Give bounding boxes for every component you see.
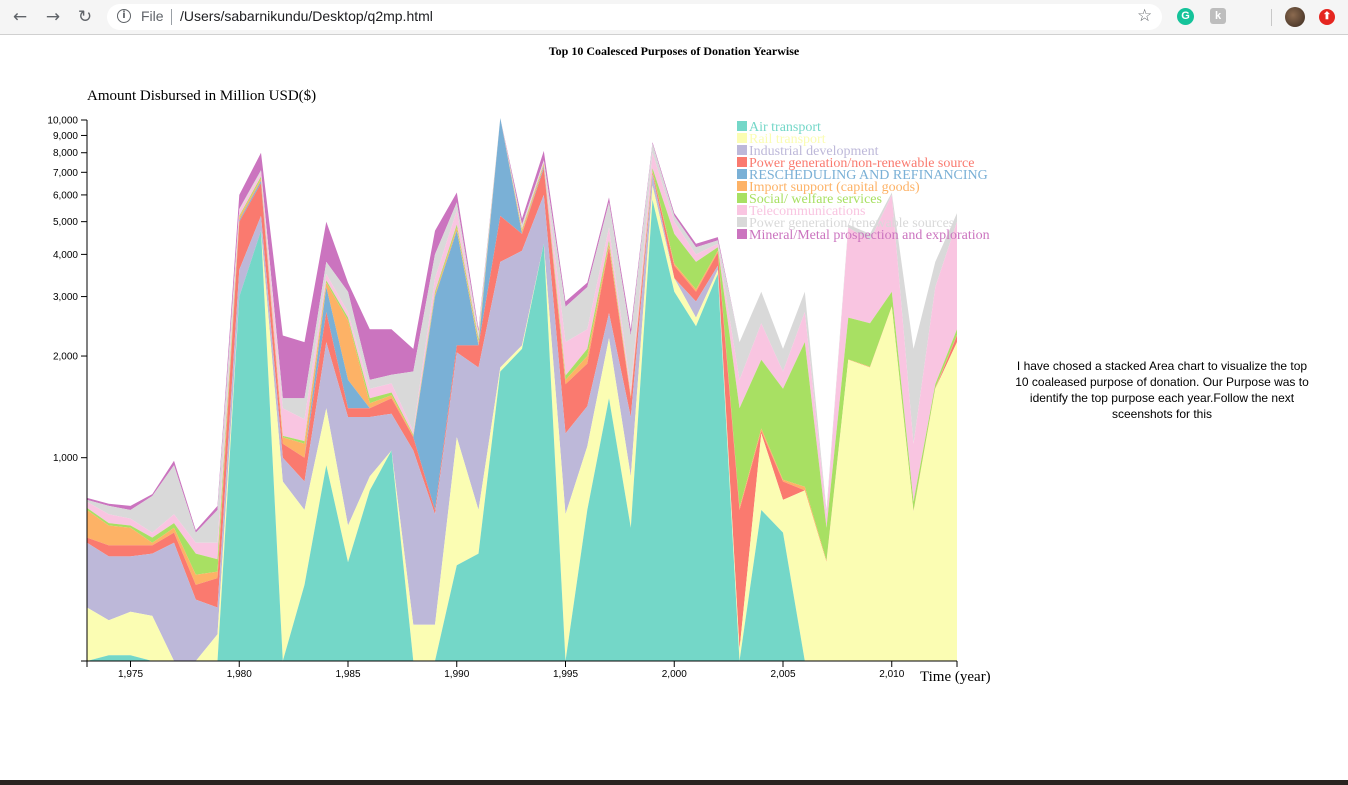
x-tick-label: 1,990 bbox=[444, 669, 469, 680]
x-axis-label: Time (year) bbox=[920, 669, 991, 685]
legend-label: Import support (capital goods) bbox=[749, 180, 920, 195]
address-bar[interactable]: i File /Users/sabarnikundu/Desktop/q2mp.… bbox=[107, 4, 1162, 30]
area-series-3 bbox=[87, 168, 957, 650]
y-tick-label: 4,000 bbox=[53, 250, 78, 261]
x-tick-label: 1,980 bbox=[227, 669, 252, 680]
y-tick-label: 9,000 bbox=[53, 131, 78, 142]
k-extension-icon[interactable]: k bbox=[1210, 8, 1226, 24]
y-tick-label: 1,000 bbox=[53, 453, 78, 464]
reload-icon[interactable]: ↻ bbox=[77, 7, 93, 27]
legend-label: Power generation/renewable sources bbox=[749, 216, 954, 231]
window-bottom-edge bbox=[0, 780, 1348, 785]
url-scheme-label: File bbox=[141, 8, 164, 24]
x-tick-label: 1,995 bbox=[553, 669, 578, 680]
profile-avatar[interactable] bbox=[1285, 7, 1305, 27]
grammarly-extension-icon[interactable]: G bbox=[1177, 8, 1194, 25]
legend-swatch bbox=[737, 229, 747, 239]
legend-swatch bbox=[737, 133, 747, 143]
legend-label: Power generation/non-renewable source bbox=[749, 156, 974, 171]
legend-label: Air transport bbox=[749, 120, 821, 135]
legend-swatch bbox=[737, 121, 747, 131]
area-layers bbox=[87, 118, 957, 661]
back-arrow-icon[interactable]: ← bbox=[12, 7, 28, 27]
legend-swatch bbox=[737, 193, 747, 203]
url-text[interactable]: /Users/sabarnikundu/Desktop/q2mp.html bbox=[180, 8, 433, 24]
y-tick-label: 7,000 bbox=[53, 168, 78, 179]
area-series-0 bbox=[87, 199, 957, 661]
url-divider bbox=[171, 9, 172, 25]
area-series-8 bbox=[87, 118, 957, 543]
area-series-1 bbox=[87, 185, 957, 661]
chart-title: Top 10 Coalesced Purposes of Donation Ye… bbox=[548, 44, 800, 58]
legend-label: Telecommunications bbox=[749, 204, 865, 219]
y-tick-label: 6,000 bbox=[53, 190, 78, 201]
red-extension-icon[interactable]: ⬆ bbox=[1319, 9, 1335, 25]
y-tick-label: 3,000 bbox=[53, 292, 78, 303]
y-tick-label: 10,000 bbox=[47, 116, 78, 127]
legend-label: RESCHEDULING AND REFINANCING bbox=[749, 168, 988, 183]
x-tick-label: 2,010 bbox=[879, 669, 904, 680]
area-series-6 bbox=[87, 118, 957, 575]
toolbar-divider bbox=[1271, 9, 1272, 26]
legend-label: Industrial development bbox=[749, 144, 879, 159]
x-tick-label: 1,985 bbox=[335, 669, 360, 680]
legend-swatch bbox=[737, 145, 747, 155]
info-icon[interactable]: i bbox=[117, 9, 131, 23]
legend-swatch bbox=[737, 169, 747, 179]
legend-swatch bbox=[737, 181, 747, 191]
y-tick-label: 5,000 bbox=[53, 217, 78, 228]
legend-swatch bbox=[737, 217, 747, 227]
explanation-note: I have chosed a stacked Area chart to vi… bbox=[1015, 359, 1309, 421]
axes: 1,000 2,000 3,000 4,000 5,000 6,000 7,000 8,000… bbox=[47, 116, 958, 680]
y-tick-label: 2,000 bbox=[53, 352, 78, 363]
legend-swatch bbox=[737, 157, 747, 167]
x-tick-label: 2,000 bbox=[662, 669, 687, 680]
stacked-area-chart: 1,000 2,000 3,000 4,000 5,000 6,000 7,000 8,000… bbox=[47, 88, 991, 685]
y-tick-label: 8,000 bbox=[53, 148, 78, 159]
legend-label: Mineral/Metal prospection and exploratio… bbox=[749, 228, 990, 243]
y-axis-label: Amount Disbursed in Million USD($) bbox=[87, 88, 316, 104]
legend-label: Social/ welfare services bbox=[749, 192, 882, 207]
x-tick-label: 1,975 bbox=[118, 669, 143, 680]
area-series-2 bbox=[87, 174, 957, 661]
x-tick-label: 2,005 bbox=[770, 669, 795, 680]
legend-label: Rail transport bbox=[749, 132, 826, 147]
forward-arrow-icon[interactable]: → bbox=[45, 7, 61, 27]
bookmark-star-icon[interactable]: ☆ bbox=[1137, 6, 1153, 26]
browser-toolbar: ← → ↻ i File /Users/sabarnikundu/Desktop… bbox=[0, 0, 1348, 35]
area-series-7 bbox=[87, 118, 957, 560]
legend-swatch bbox=[737, 205, 747, 215]
